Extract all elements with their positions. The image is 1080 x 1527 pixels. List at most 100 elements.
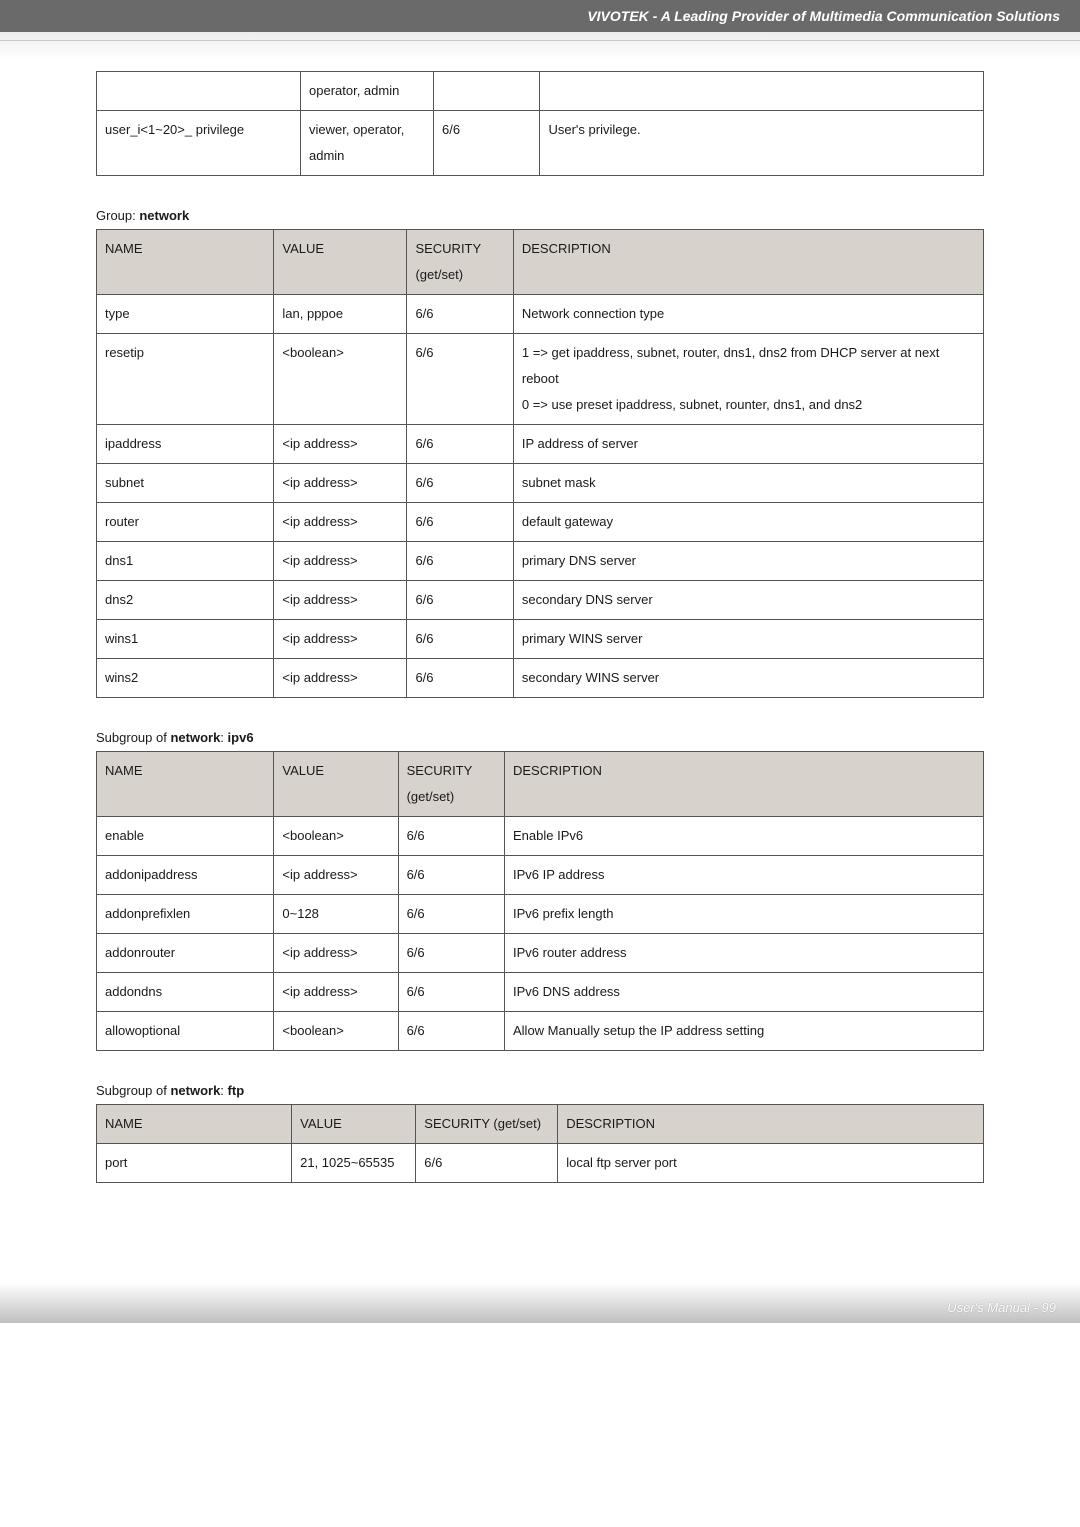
cell: 6/6 [434,111,540,176]
cell: 6/6 [407,503,513,542]
col-header: SECURITY (get/set) [416,1105,558,1144]
cell: type [97,295,274,334]
table-row: enable <boolean> 6/6 Enable IPv6 [97,817,984,856]
cell: 6/6 [398,856,504,895]
table-ftp: NAME VALUE SECURITY (get/set) DESCRIPTIO… [96,1104,984,1183]
cell: addonrouter [97,934,274,973]
cell: <ip address> [274,659,407,698]
label-bold: network [139,208,189,223]
cell: wins2 [97,659,274,698]
cell: addonprefixlen [97,895,274,934]
table-row: subnet <ip address> 6/6 subnet mask [97,464,984,503]
group-network-label: Group: network [96,208,984,223]
col-header: DESCRIPTION [505,752,984,817]
cell: <ip address> [274,856,398,895]
cell: <boolean> [274,1012,398,1051]
cell: lan, pppoe [274,295,407,334]
cell: 6/6 [407,659,513,698]
cell: 6/6 [407,464,513,503]
cell: 6/6 [407,425,513,464]
label-bold: ipv6 [228,730,254,745]
cell: <ip address> [274,934,398,973]
label-text: Subgroup of [96,1083,170,1098]
cell: ipaddress [97,425,274,464]
table-row: addondns <ip address> 6/6 IPv6 DNS addre… [97,973,984,1012]
cell: 6/6 [398,973,504,1012]
cell: addondns [97,973,274,1012]
table-row: operator, admin [97,72,984,111]
cell: default gateway [513,503,983,542]
cell: 6/6 [398,1012,504,1051]
cell: user_i<1~20>_ privilege [97,111,301,176]
label-bold: ftp [228,1083,245,1098]
cell: User's privilege. [540,111,984,176]
cell: 21, 1025~65535 [292,1144,416,1183]
cell: viewer, operator, admin [301,111,434,176]
cell: 6/6 [407,620,513,659]
cell: <boolean> [274,817,398,856]
table-row: dns2 <ip address> 6/6 secondary DNS serv… [97,581,984,620]
cell: <ip address> [274,581,407,620]
table-row: wins2 <ip address> 6/6 secondary WINS se… [97,659,984,698]
cell: secondary DNS server [513,581,983,620]
table-row: addonrouter <ip address> 6/6 IPv6 router… [97,934,984,973]
cell: dns1 [97,542,274,581]
cell [434,72,540,111]
footer-page-number: User's Manual - 99 [947,1300,1056,1315]
cell: addonipaddress [97,856,274,895]
cell: Network connection type [513,295,983,334]
label-bold: network [170,730,220,745]
cell: IPv6 prefix length [505,895,984,934]
cell: <ip address> [274,542,407,581]
header-title: VIVOTEK - A Leading Provider of Multimed… [587,8,1060,24]
label-text: Group: [96,208,139,223]
col-header: DESCRIPTION [513,230,983,295]
cell: <ip address> [274,425,407,464]
table-row: ipaddress <ip address> 6/6 IP address of… [97,425,984,464]
table-row: resetip <boolean> 6/6 1 => get ipaddress… [97,334,984,425]
table-row: allowoptional <boolean> 6/6 Allow Manual… [97,1012,984,1051]
cell: 6/6 [398,895,504,934]
header-bar: VIVOTEK - A Leading Provider of Multimed… [0,0,1080,32]
cell: router [97,503,274,542]
label-text: : [220,1083,227,1098]
cell: Allow Manually setup the IP address sett… [505,1012,984,1051]
cell: primary DNS server [513,542,983,581]
cell: secondary WINS server [513,659,983,698]
table-row: router <ip address> 6/6 default gateway [97,503,984,542]
col-header: SECURITY (get/set) [398,752,504,817]
cell: IPv6 DNS address [505,973,984,1012]
table-ipv6: NAME VALUE SECURITY (get/set) DESCRIPTIO… [96,751,984,1051]
header-divider [0,40,1080,41]
page-content: operator, admin user_i<1~20>_ privilege … [0,71,1080,1183]
cell: port [97,1144,292,1183]
cell: enable [97,817,274,856]
cell: 6/6 [416,1144,558,1183]
cell: allowoptional [97,1012,274,1051]
cell: local ftp server port [558,1144,984,1183]
cell: 6/6 [407,295,513,334]
cell: 6/6 [407,581,513,620]
cell: subnet [97,464,274,503]
col-header: DESCRIPTION [558,1105,984,1144]
cell: subnet mask [513,464,983,503]
cell: IP address of server [513,425,983,464]
cell: wins1 [97,620,274,659]
table-row: port 21, 1025~65535 6/6 local ftp server… [97,1144,984,1183]
cell: <ip address> [274,620,407,659]
table-header-row: NAME VALUE SECURITY (get/set) DESCRIPTIO… [97,752,984,817]
table-row: addonipaddress <ip address> 6/6 IPv6 IP … [97,856,984,895]
label-bold: network [170,1083,220,1098]
cell: <ip address> [274,464,407,503]
cell: <ip address> [274,503,407,542]
page-footer: User's Manual - 99 [0,1263,1080,1323]
cell [97,72,301,111]
cell: IPv6 router address [505,934,984,973]
cell [540,72,984,111]
table-row: dns1 <ip address> 6/6 primary DNS server [97,542,984,581]
footer-gradient [0,1283,1080,1323]
table-network: NAME VALUE SECURITY (get/set) DESCRIPTIO… [96,229,984,698]
cell: Enable IPv6 [505,817,984,856]
cell: IPv6 IP address [505,856,984,895]
table-row: user_i<1~20>_ privilege viewer, operator… [97,111,984,176]
